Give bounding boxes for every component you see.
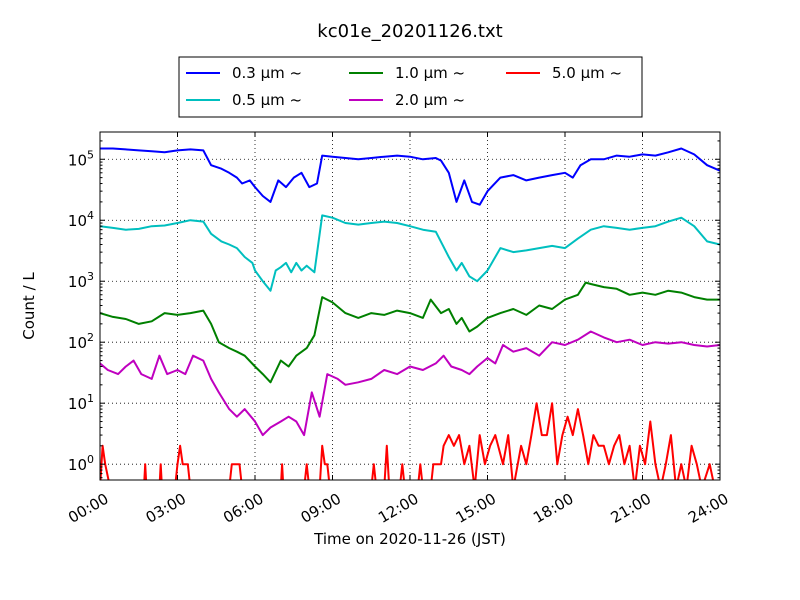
y-tick-label: 103 [68, 270, 94, 291]
y-tick-label: 102 [68, 331, 94, 352]
series-line-0 [100, 147, 720, 206]
chart-title: kc01e_20201126.txt [317, 21, 502, 42]
plot-area [100, 132, 720, 480]
ticks [99, 132, 721, 480]
legend: 0.3 μm ~ 0.5 μm ~ 1.0 μm ~ 2.0 μm ~ 5.0 μm ~ [178, 56, 643, 118]
series-line-1 [100, 214, 720, 292]
legend-label-0: 0.3 μm ~ [232, 64, 302, 82]
y-tick-labels: 100 101 102 103 104 105 [68, 148, 94, 474]
x-axis-label: Time on 2020-11-26 (JST) [313, 530, 506, 548]
y-tick-label: 104 [68, 209, 94, 230]
series-layer [100, 147, 720, 480]
series-line-2 [100, 281, 720, 384]
legend-label-3: 2.0 μm ~ [395, 91, 465, 109]
series-line-3 [100, 330, 720, 437]
series-line-4 [100, 402, 715, 480]
y-tick-label: 100 [68, 453, 94, 474]
y-axis-label: Count / L [20, 272, 38, 340]
y-tick-label: 101 [68, 392, 94, 413]
legend-label-1: 0.5 μm ~ [232, 91, 302, 109]
y-tick-label: 105 [68, 148, 94, 169]
legend-label-2: 1.0 μm ~ [395, 64, 465, 82]
legend-label-4: 5.0 μm ~ [552, 64, 622, 82]
legend-box [178, 56, 643, 118]
